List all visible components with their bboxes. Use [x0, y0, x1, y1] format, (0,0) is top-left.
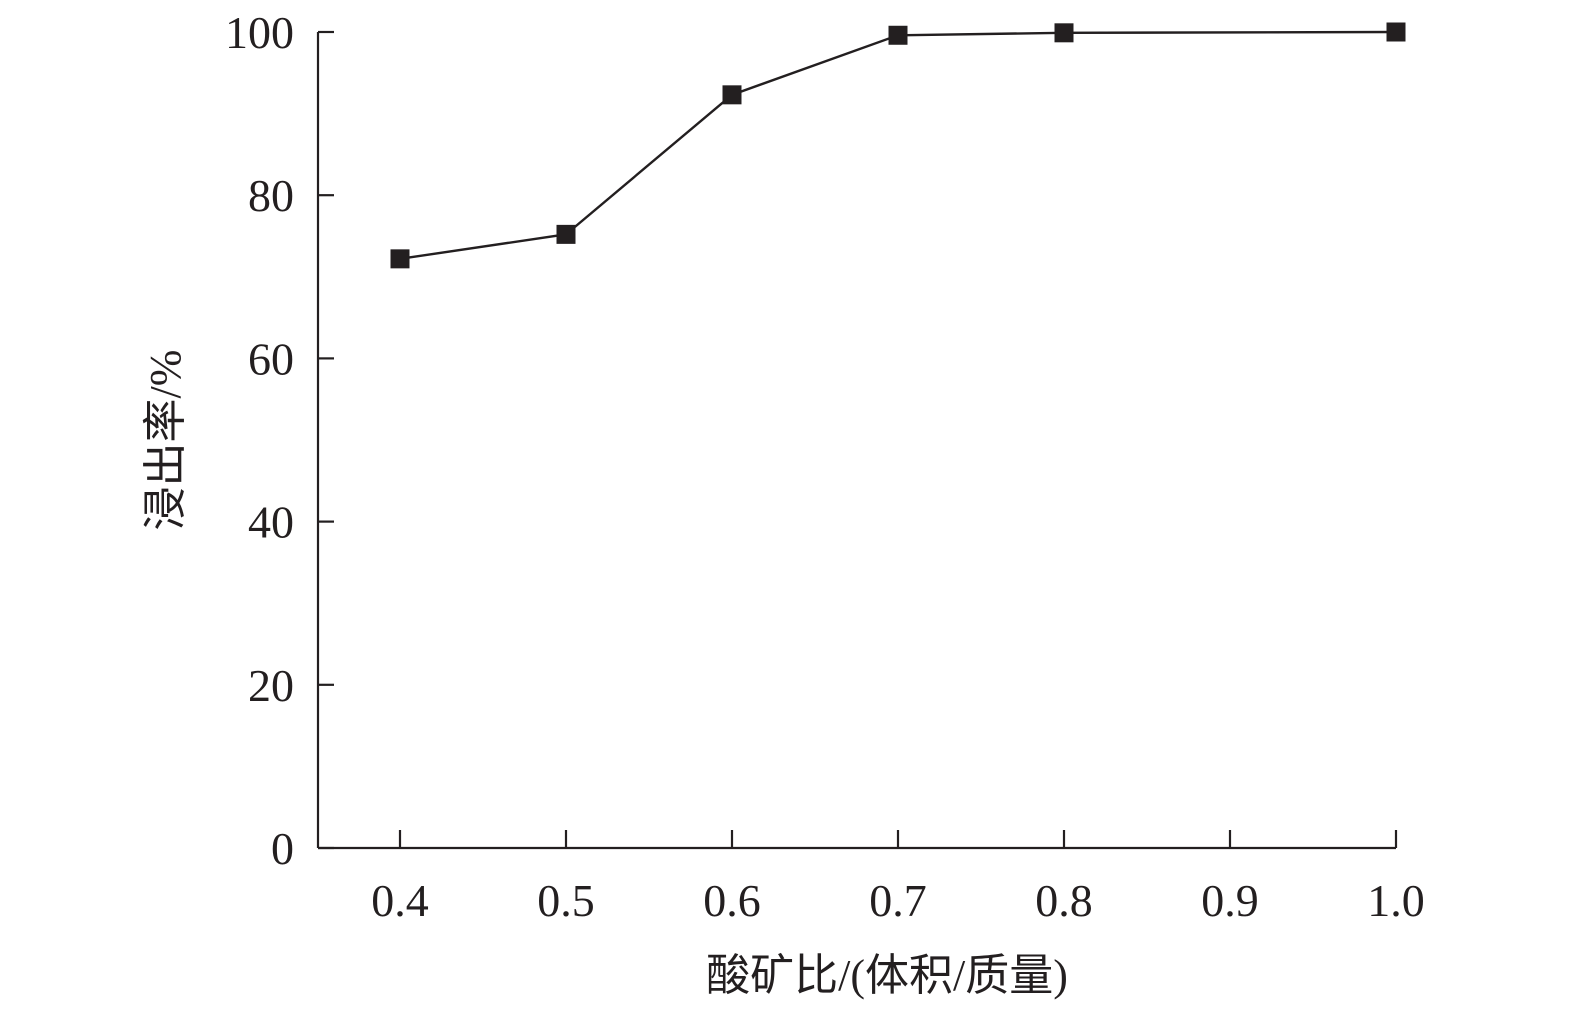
data-point-marker: [1054, 23, 1074, 43]
data-point-marker: [722, 85, 742, 105]
x-tick-label: 0.6: [703, 875, 761, 926]
data-point-marker: [888, 25, 908, 45]
data-point-marker: [556, 224, 576, 244]
y-axis-title: 浸出率/%: [141, 350, 190, 531]
y-tick-label: 20: [248, 660, 294, 711]
x-tick-label: 0.5: [537, 875, 595, 926]
y-tick-label: 100: [225, 7, 294, 58]
y-tick-label: 0: [271, 823, 294, 874]
x-tick-label: 1.0: [1367, 875, 1425, 926]
ticks: 0 20 40 60 80 100 0.4 0.5 0.6 0.7 0.8 0.9 1.0: [225, 7, 1425, 926]
x-axis-title: 酸矿比/(体积/质量): [706, 951, 1068, 1000]
labels: 酸矿比/(体积/质量) 浸出率/%: [141, 350, 1068, 1000]
x-tick-label: 0.7: [869, 875, 927, 926]
series-line: [399, 30, 1397, 261]
x-tick-label: 0.9: [1201, 875, 1259, 926]
y-tick-label: 80: [248, 170, 294, 221]
data-point-marker: [390, 249, 410, 269]
x-tick-label: 0.4: [371, 875, 429, 926]
y-tick-label: 40: [248, 497, 294, 548]
y-tick-label: 60: [248, 333, 294, 384]
x-tick-label: 0.8: [1035, 875, 1093, 926]
data-point-marker: [1386, 22, 1406, 42]
series-layer: [390, 22, 1406, 269]
axes: [316, 32, 1396, 850]
